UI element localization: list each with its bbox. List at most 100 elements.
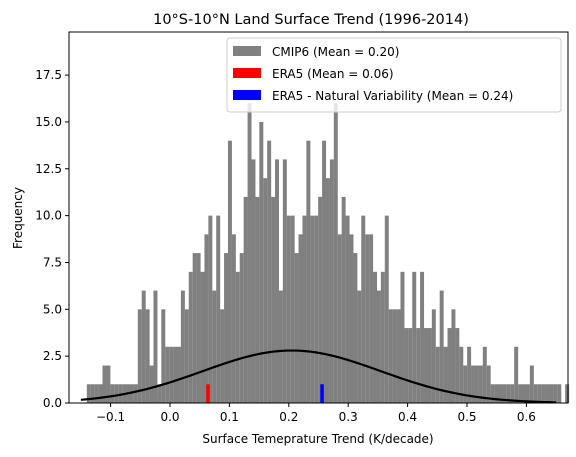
histogram-bar bbox=[494, 384, 499, 403]
histogram-bar bbox=[474, 365, 479, 403]
histogram-bar bbox=[180, 290, 185, 403]
x-tick-label: 0.5 bbox=[457, 410, 476, 424]
histogram-bar bbox=[298, 234, 303, 403]
plot-frame bbox=[68, 31, 569, 404]
histogram-bar bbox=[455, 328, 460, 403]
y-tick-label: 17.5 bbox=[35, 68, 62, 82]
legend-swatch-era5-nv bbox=[233, 90, 261, 100]
legend-label-cmip6: CMIP6 (Mean = 0.20) bbox=[272, 45, 399, 59]
x-tick-label: 0.2 bbox=[279, 410, 298, 424]
histogram-bar bbox=[404, 328, 409, 403]
histogram-bar bbox=[98, 384, 103, 403]
histogram-bar bbox=[510, 384, 515, 403]
histogram-bar bbox=[224, 253, 229, 403]
histogram-bar bbox=[161, 309, 166, 403]
histogram-bar bbox=[118, 384, 123, 403]
histogram-bar bbox=[86, 384, 91, 403]
histogram-bar bbox=[271, 196, 276, 403]
histogram-bar bbox=[192, 253, 197, 403]
chart-title: 10°S-10°N Land Surface Trend (1996-2014) bbox=[153, 12, 469, 28]
histogram-bar bbox=[94, 384, 99, 403]
histogram-bar bbox=[184, 309, 189, 403]
legend-swatch-cmip6 bbox=[233, 46, 261, 56]
histogram-bar bbox=[435, 346, 440, 403]
histogram-bar bbox=[129, 384, 134, 403]
histogram-bar bbox=[557, 384, 562, 403]
histogram-bar bbox=[424, 328, 428, 403]
histogram-bar bbox=[565, 384, 570, 403]
histogram-bar bbox=[239, 253, 244, 403]
histogram-bar bbox=[286, 215, 291, 403]
histogram-bar bbox=[243, 196, 248, 403]
cmip6-histogram-bars bbox=[86, 103, 570, 404]
histogram-bar bbox=[502, 384, 507, 403]
histogram-bar bbox=[322, 140, 327, 404]
histogram-bar bbox=[204, 234, 209, 403]
y-tick-label: 10.0 bbox=[35, 209, 62, 223]
histogram-bar bbox=[110, 384, 115, 403]
gaussian-fit-curve bbox=[80, 349, 557, 404]
x-axis-label: Surface Temeprature Trend (K/decade) bbox=[202, 432, 433, 446]
histogram-bar bbox=[431, 309, 436, 403]
histogram-bar bbox=[439, 290, 444, 403]
histogram-bar bbox=[275, 159, 279, 403]
histogram-bar bbox=[325, 178, 330, 403]
histogram-bar bbox=[314, 215, 319, 403]
x-tick-label: 0.4 bbox=[398, 410, 417, 424]
histogram-bar bbox=[459, 346, 464, 403]
histogram-bar bbox=[471, 365, 476, 403]
histogram-bar bbox=[173, 346, 178, 403]
histogram-bar bbox=[255, 196, 260, 403]
histogram-bar bbox=[153, 290, 158, 403]
histogram-bar bbox=[263, 178, 268, 403]
histogram-bar bbox=[408, 328, 413, 403]
histogram-bar bbox=[310, 215, 315, 403]
histogram-bar bbox=[259, 121, 264, 403]
histogram-bar bbox=[227, 140, 232, 404]
histogram-bar bbox=[525, 384, 530, 403]
y-tick-label: 0.0 bbox=[43, 396, 62, 410]
histogram-bar bbox=[545, 384, 550, 403]
y-tick-label: 2.5 bbox=[43, 349, 62, 363]
histogram-bar bbox=[137, 309, 142, 403]
histogram-bar bbox=[412, 271, 417, 403]
y-tick-label: 5.0 bbox=[43, 302, 62, 316]
histogram-bar bbox=[384, 215, 389, 403]
histogram-bar bbox=[133, 384, 138, 403]
legend-label-era5: ERA5 (Mean = 0.06) bbox=[272, 67, 394, 81]
histogram-bar bbox=[400, 271, 405, 403]
x-tick-label: 0.6 bbox=[517, 410, 536, 424]
histogram-bar bbox=[553, 384, 558, 403]
histogram-bar bbox=[114, 384, 119, 403]
x-tick-label: 0.3 bbox=[339, 410, 358, 424]
histogram-bar bbox=[302, 215, 307, 403]
histogram-bar bbox=[522, 384, 526, 403]
histogram-bar bbox=[416, 328, 421, 403]
histogram-bar bbox=[290, 215, 295, 403]
histogram-bar bbox=[231, 234, 236, 403]
histogram-bar bbox=[165, 346, 170, 403]
era5-markers bbox=[206, 384, 324, 403]
histogram-bar bbox=[514, 346, 519, 403]
histogram-bar bbox=[482, 346, 487, 403]
histogram-bar bbox=[506, 384, 511, 403]
y-axis-ticks: 0.0 2.5 5.0 7.5 10.0 12.5 15.0 17.5 bbox=[35, 68, 69, 410]
histogram-bar bbox=[443, 346, 448, 403]
histogram-bar bbox=[529, 365, 534, 403]
histogram-bar bbox=[478, 365, 483, 403]
histogram-bar bbox=[518, 384, 523, 403]
histogram-bar bbox=[212, 290, 217, 403]
histogram-bar bbox=[369, 234, 374, 403]
histogram-bar bbox=[341, 196, 346, 403]
histogram-bar bbox=[318, 196, 323, 403]
histogram-bar bbox=[541, 384, 546, 403]
histogram-bar bbox=[373, 271, 378, 403]
histogram-bar bbox=[176, 346, 181, 403]
histogram-bar bbox=[267, 140, 272, 404]
x-tick-label: 0.0 bbox=[160, 410, 179, 424]
histogram-bar bbox=[365, 234, 370, 403]
histogram-bar bbox=[196, 253, 201, 403]
histogram-bar bbox=[102, 365, 107, 403]
histogram-bar bbox=[549, 384, 554, 403]
y-axis-label: Frequency bbox=[11, 187, 25, 249]
